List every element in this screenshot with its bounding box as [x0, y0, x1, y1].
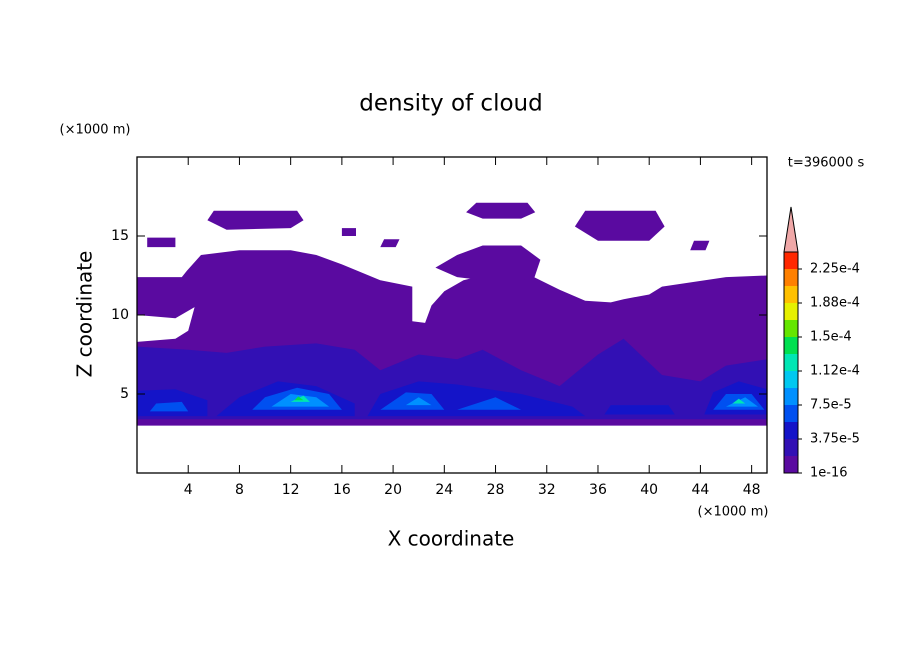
x-tick-label: 40 [640, 482, 658, 498]
colorbar-band [784, 252, 798, 269]
contour-region [457, 397, 522, 410]
y-tick-label: 15 [111, 228, 129, 244]
x-tick-label: 44 [692, 482, 710, 498]
axes: 4 8 12 16 20 24 28 32 36 40 44 48510151e-163.75e-57… [111, 156, 860, 498]
contour-region [574, 210, 665, 241]
colorbar-band [784, 286, 798, 303]
contour-region [604, 405, 675, 415]
time-label: t=396000 s [788, 156, 865, 171]
contour-field [137, 202, 767, 426]
colorbar-band [784, 354, 798, 371]
y-tick-label: 10 [111, 307, 129, 323]
colorbar-band [784, 405, 798, 422]
colorbar-extend [783, 206, 799, 253]
x-unit: (×1000 m) [698, 505, 769, 520]
x-axis-label: X coordinate [388, 527, 515, 551]
x-tick-label: 24 [435, 482, 453, 498]
x-tick-label: 28 [487, 482, 505, 498]
y-axis-label: Z coordinate [73, 251, 97, 378]
colorbar-band [784, 320, 798, 337]
colorbar-band [784, 337, 798, 354]
contour-region [732, 398, 746, 404]
x-tick-label: 4 [184, 482, 193, 498]
colorbar-band [784, 422, 798, 439]
x-tick-label: 8 [235, 482, 244, 498]
colorbar-tick-label: 1.88e-4 [810, 296, 860, 311]
y-tick-label: 5 [120, 386, 129, 402]
contour-region [405, 397, 432, 406]
colorbar-tick-label: 2.25e-4 [810, 262, 860, 277]
x-tick-label: 12 [282, 482, 300, 498]
contour-region [294, 396, 304, 401]
contour-region [149, 401, 189, 412]
contour-region [207, 210, 304, 230]
x-tick-label: 48 [743, 482, 761, 498]
colorbar-band [784, 456, 798, 473]
colorbar-tick-label: 1e-16 [810, 466, 848, 481]
contour-region [690, 240, 710, 251]
chart-title: density of cloud [359, 91, 542, 117]
colorbar-band [784, 269, 798, 286]
contour-region [147, 237, 176, 248]
contour-region [341, 228, 356, 236]
colorbar-frame [783, 251, 799, 474]
colorbar-tick-label: 1.12e-4 [810, 364, 860, 379]
colorbar-band [784, 439, 798, 456]
x-tick-label: 32 [538, 482, 556, 498]
colorbar-band [784, 303, 798, 320]
y-unit: (×1000 m) [60, 123, 131, 138]
contour-region [380, 392, 445, 410]
x-tick-label: 16 [333, 482, 351, 498]
colorbar-band [784, 371, 798, 388]
colorbar-tick-label: 7.5e-5 [810, 398, 852, 413]
contour-region [435, 245, 541, 282]
contour-region [466, 202, 536, 219]
colorbar-tick-label: 3.75e-5 [810, 432, 860, 447]
x-tick-label: 36 [589, 482, 607, 498]
colorbar-band [784, 388, 798, 405]
x-tick-label: 20 [384, 482, 402, 498]
contour-region [380, 239, 400, 248]
colorbar-tick-label: 1.5e-4 [810, 330, 852, 345]
